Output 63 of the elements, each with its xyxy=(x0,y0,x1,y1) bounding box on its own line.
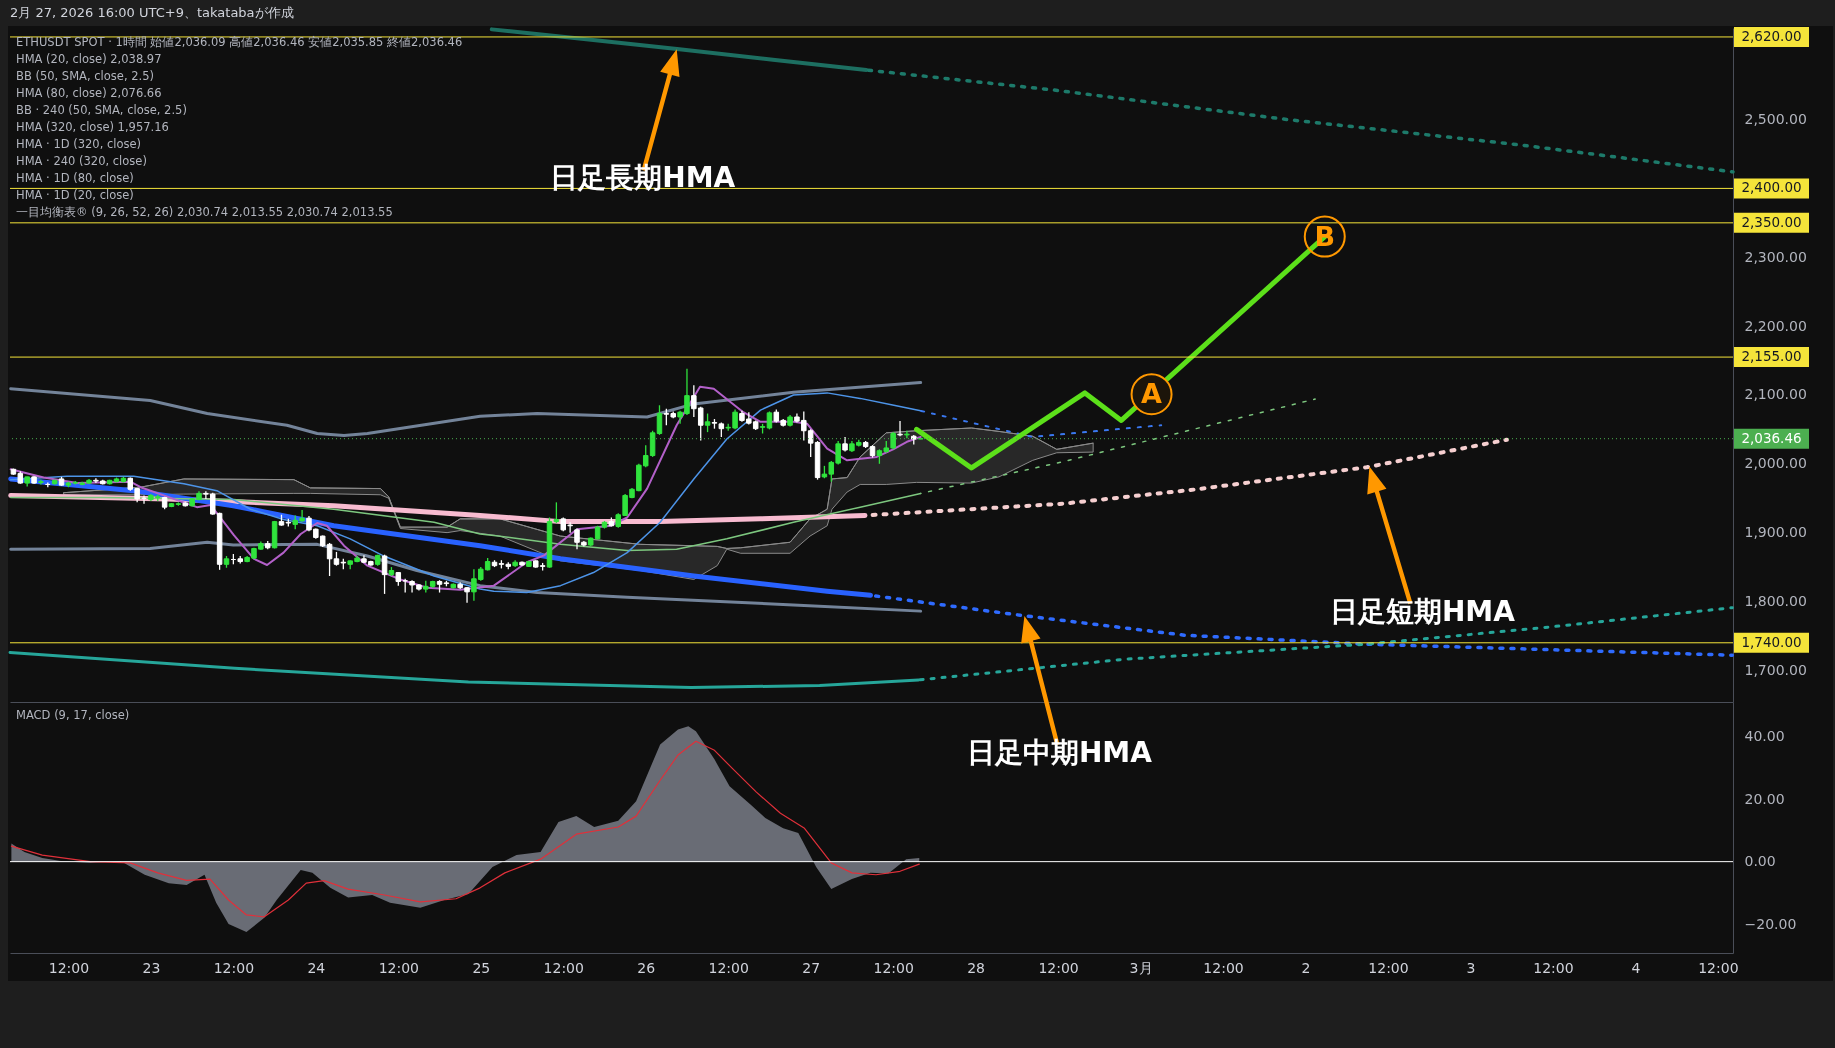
line-series xyxy=(63,427,1094,549)
y-tick-label: 1,800.00 xyxy=(1744,592,1807,609)
x-tick-label: 12:00 xyxy=(1203,959,1244,976)
ref-line-label: 2,036.46 xyxy=(1741,429,1802,446)
x-tick-label: 12:00 xyxy=(213,959,255,976)
y-tick-label: −20.00 xyxy=(1744,915,1797,932)
ref-line-label: 2,620.00 xyxy=(1741,27,1802,44)
annotation: 日足長期HMA xyxy=(550,161,736,195)
annotation: A xyxy=(1141,378,1163,410)
y-tick-label: 2,300.00 xyxy=(1744,248,1807,265)
annotation: 一目均衡表® (9, 26, 52, 26) 2,030.74 2,013.55 2,030.74 2,013.55 xyxy=(16,205,393,219)
annotation: HMA (320, close) 1,957.16 xyxy=(16,120,169,134)
annotation: ETHUSDT SPOT · 1時間 始値2,036.09 高値2,036.46 安値2,035.85 終値2,036.46 xyxy=(16,35,463,49)
candlestick xyxy=(897,420,903,437)
line-series xyxy=(9,381,923,438)
chart-title: 2月 27, 2026 16:00 UTC+9、takatabaが作成 xyxy=(9,4,294,22)
y-tick-label: 2,500.00 xyxy=(1744,111,1807,128)
x-tick-label: 28 xyxy=(967,959,986,976)
annotation: HMA · 1D (20, close) xyxy=(16,188,134,202)
y-tick-label: 2,200.00 xyxy=(1744,317,1807,334)
x-tick-label: 3 xyxy=(1466,959,1476,976)
x-tick-label: 27 xyxy=(802,959,821,976)
candlestick xyxy=(381,554,388,595)
x-tick-label: 12:00 xyxy=(1038,959,1079,976)
y-tick-label: 1,900.00 xyxy=(1744,524,1807,541)
annotation: HMA (20, close) 2,038.97 xyxy=(16,52,162,66)
y-tick-label: 40.00 xyxy=(1744,728,1785,745)
annotation: 日足短期HMA xyxy=(1329,594,1516,628)
x-tick-label: 12:00 xyxy=(543,959,584,976)
candlestick xyxy=(704,412,711,433)
x-tick-label: 12:00 xyxy=(48,959,90,976)
x-tick-label: 4 xyxy=(1631,959,1641,976)
annotation: BB · 240 (50, SMA, close, 2.5) xyxy=(16,103,187,117)
line-series xyxy=(9,540,923,613)
ref-line-label: 2,400.00 xyxy=(1741,179,1802,196)
x-tick-label: 12:00 xyxy=(1698,959,1739,976)
annotation: HMA · 240 (320, close) xyxy=(16,154,147,168)
y-tick-label: 1,700.00 xyxy=(1744,661,1807,678)
x-tick-label: 23 xyxy=(142,959,161,976)
candlestick xyxy=(904,430,910,439)
x-tick-label: 12:00 xyxy=(378,959,419,976)
x-tick-label: 2 xyxy=(1301,959,1311,976)
x-tick-label: 25 xyxy=(472,959,491,976)
x-tick-label: 12:00 xyxy=(873,959,914,976)
ref-line-label: 2,350.00 xyxy=(1741,213,1802,230)
y-tick-label: 20.00 xyxy=(1744,790,1785,807)
y-tick-label: 0.00 xyxy=(1744,853,1776,870)
x-tick-label: 26 xyxy=(637,959,656,976)
x-tick-label: 12:00 xyxy=(708,959,749,976)
x-tick-label: 3月 xyxy=(1129,959,1153,976)
annotation: HMA · 1D (320, close) xyxy=(16,137,142,151)
annotation: 日足中期HMA xyxy=(966,735,1153,769)
x-tick-label: 12:00 xyxy=(1368,959,1409,976)
annotation: HMA (80, close) 2,076.66 xyxy=(16,86,162,100)
text: MACD (9, 17, close) xyxy=(16,708,130,722)
annotation: HMA · 1D (80, close) xyxy=(16,171,134,185)
annotation: BB (50, SMA, close, 2.5) xyxy=(16,69,154,83)
x-tick-label: 12:00 xyxy=(1533,959,1574,976)
x-tick-label: 24 xyxy=(307,959,326,976)
ref-line-label: 2,155.00 xyxy=(1741,348,1802,365)
y-tick-label: 2,100.00 xyxy=(1744,386,1807,403)
ref-line-label: 1,740.00 xyxy=(1741,633,1802,650)
y-tick-label: 2,000.00 xyxy=(1744,455,1807,472)
